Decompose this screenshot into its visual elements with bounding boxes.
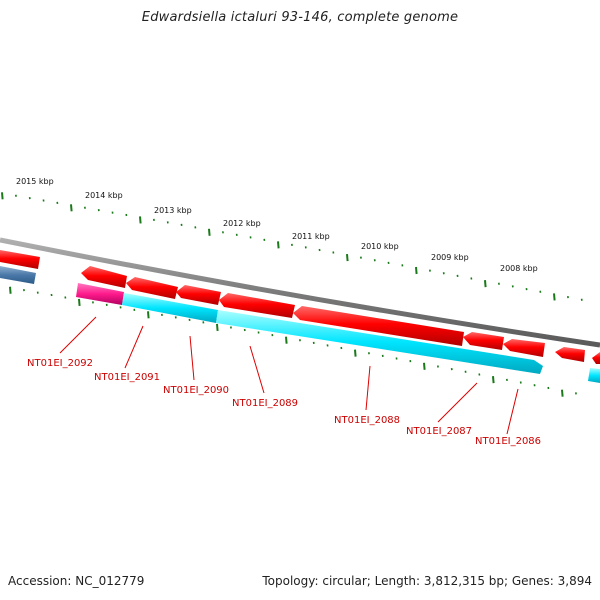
scale-ticks-inner xyxy=(9,286,577,397)
map-title: Edwardsiella ictaluri 93-146, complete g… xyxy=(141,10,459,25)
major-tick xyxy=(208,228,211,236)
gene-arrow-forward xyxy=(0,250,40,269)
scale-labels: 2015 kbp 2014 kbp 2013 kbp 2012 kbp 2011… xyxy=(16,177,538,273)
leader-line xyxy=(437,382,478,423)
gene-arrow-forward xyxy=(293,306,464,346)
leader-lines xyxy=(59,316,519,435)
major-tick xyxy=(553,293,556,301)
major-tick xyxy=(492,376,495,384)
gene-label-2087: NT01EI_2087 xyxy=(406,426,472,437)
gene-arrow-forward xyxy=(463,332,504,350)
major-tick xyxy=(346,254,349,262)
major-tick xyxy=(423,362,426,370)
genome-summary: Topology: circular; Length: 3,812,315 bp… xyxy=(262,574,592,588)
gene-arrow-forward xyxy=(126,277,178,299)
major-tick xyxy=(1,192,4,200)
scale-ticks-outer xyxy=(1,192,583,301)
gene-label-2086: NT01EI_2086 xyxy=(475,436,541,447)
scale-label-2013: 2013 kbp xyxy=(154,206,192,215)
gene-arrow-reverse xyxy=(0,266,36,284)
major-tick xyxy=(70,204,73,212)
scale-label-2010: 2010 kbp xyxy=(361,242,399,251)
gene-arrow-forward xyxy=(176,285,221,305)
leader-line xyxy=(365,365,371,411)
gene-arrow-reverse xyxy=(216,310,543,374)
major-tick xyxy=(285,336,288,344)
gene-arrow-forward xyxy=(503,339,545,357)
gene-label-2088: NT01EI_2088 xyxy=(334,415,400,426)
major-tick xyxy=(78,298,81,307)
scale-label-2015: 2015 kbp xyxy=(16,177,54,186)
scale-label-2011: 2011 kbp xyxy=(292,232,330,241)
major-tick xyxy=(484,280,487,288)
gene-arrow-reverse xyxy=(76,283,124,305)
genome-backbone xyxy=(0,237,600,348)
gene-arrow-forward xyxy=(81,266,127,288)
gene-arrow-forward xyxy=(555,347,585,362)
scale-label-2014: 2014 kbp xyxy=(85,191,123,200)
leader-line xyxy=(189,335,195,381)
gene-arrow-forward xyxy=(592,352,600,364)
major-tick xyxy=(415,266,418,275)
leader-line xyxy=(249,345,265,394)
gene-arrow-reverse xyxy=(588,368,600,383)
accession-label: Accession: NC_012779 xyxy=(8,574,145,588)
gene-arrow-reverse xyxy=(122,293,218,323)
reverse-genes xyxy=(0,266,600,383)
gene-arrow-forward xyxy=(219,293,295,318)
major-tick xyxy=(354,349,357,357)
leader-line xyxy=(59,316,97,354)
major-tick xyxy=(216,323,219,332)
scale-label-2012: 2012 kbp xyxy=(223,219,261,228)
scale-label-2008: 2008 kbp xyxy=(500,264,538,273)
gene-label-2089: NT01EI_2089 xyxy=(232,398,298,409)
major-tick xyxy=(9,286,12,294)
major-tick xyxy=(147,311,150,319)
gene-label-2092: NT01EI_2092 xyxy=(27,358,93,369)
gene-labels: NT01EI_2092 NT01EI_2091 NT01EI_2090 NT01… xyxy=(27,358,541,447)
major-tick xyxy=(561,389,564,397)
leader-line xyxy=(506,388,519,435)
gene-label-2090: NT01EI_2090 xyxy=(163,385,229,396)
major-tick xyxy=(277,241,280,249)
forward-genes xyxy=(0,250,600,364)
scale-label-2009: 2009 kbp xyxy=(431,253,469,262)
gene-label-2091: NT01EI_2091 xyxy=(94,372,160,383)
leader-line xyxy=(124,325,144,369)
major-tick xyxy=(139,216,142,224)
